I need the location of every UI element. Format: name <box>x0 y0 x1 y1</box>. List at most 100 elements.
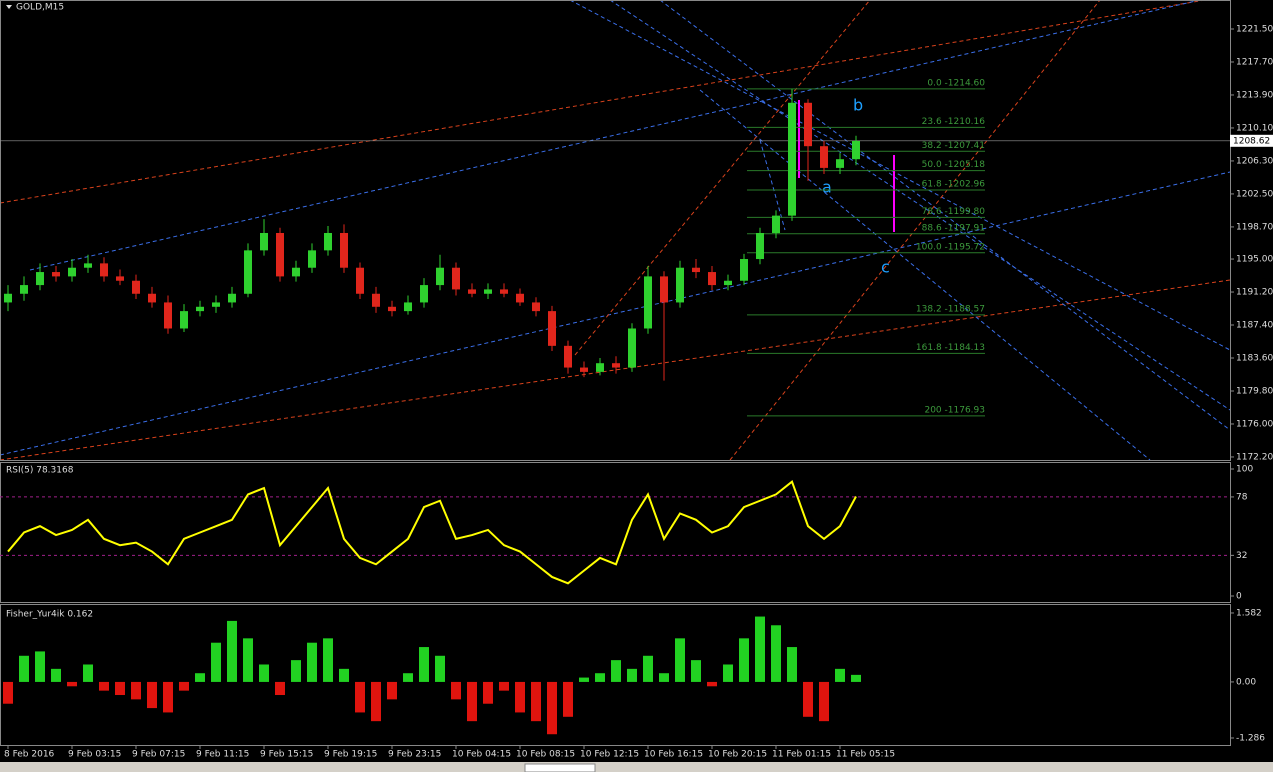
fisher-bar <box>99 681 109 691</box>
symbol-title: GOLD,M15 <box>16 3 64 13</box>
x-tick-label: 11 Feb 05:15 <box>836 750 895 760</box>
candle-body <box>484 289 492 294</box>
fisher-bar <box>131 681 141 700</box>
candle-body <box>468 289 476 294</box>
candle-body <box>356 267 364 294</box>
fisher-bar <box>819 681 829 722</box>
candle-body <box>20 285 28 294</box>
fisher-bar <box>227 620 237 682</box>
fisher-bar <box>387 681 397 700</box>
last-price-box <box>1230 134 1273 147</box>
fisher-bar <box>291 660 301 682</box>
candle-body <box>324 232 332 251</box>
candle-body <box>756 232 764 260</box>
fib-label: 200 -1176.93 <box>924 405 985 415</box>
candle-body <box>628 328 636 368</box>
x-tick-label: 10 Feb 20:15 <box>708 750 767 760</box>
fisher-title: Fisher_Yur4ik 0.162 <box>6 610 93 620</box>
last-price-label: 1208.62 <box>1233 136 1270 146</box>
y-tick-label: 1213.90 <box>1236 90 1273 100</box>
y-tick-label: 1187.40 <box>1236 321 1273 331</box>
x-tick-label: 10 Feb 08:15 <box>516 750 575 760</box>
candle-body <box>292 267 300 277</box>
fisher-bar <box>243 638 253 682</box>
x-tick-label: 10 Feb 12:15 <box>580 750 639 760</box>
fib-label: 38.2 -1207.41 <box>922 141 985 151</box>
candle-body <box>836 159 844 168</box>
candle-body <box>724 280 732 286</box>
candle-body <box>84 263 92 268</box>
trend-line <box>659 0 1231 431</box>
candle-body <box>708 272 716 286</box>
fisher-bar <box>691 660 701 682</box>
fisher-bar <box>195 673 205 682</box>
y-tick-label: 0.00 <box>1236 677 1256 687</box>
fisher-bar <box>83 664 93 682</box>
x-tick-label: 9 Feb 03:15 <box>68 750 121 760</box>
fisher-bar <box>147 681 157 709</box>
rsi-panel <box>0 462 1231 603</box>
candle-body <box>36 272 44 286</box>
x-tick-label: 9 Feb 07:15 <box>132 750 185 760</box>
y-tick-label: -1.286 <box>1236 733 1265 743</box>
candle-body <box>548 311 556 346</box>
candle-body <box>164 302 172 329</box>
fib-label: 161.8 -1184.13 <box>916 343 985 353</box>
candle-body <box>436 267 444 286</box>
candle-body <box>340 232 348 268</box>
fisher-bar <box>707 681 717 687</box>
fisher-bar <box>211 642 221 682</box>
candle-body <box>276 232 284 277</box>
fisher-bar <box>355 681 365 713</box>
fib-label: 138.2 -1188.57 <box>916 304 985 314</box>
fisher-bar <box>115 681 125 696</box>
candle-body <box>644 276 652 329</box>
x-tick-label: 9 Feb 15:15 <box>260 750 313 760</box>
fib-label: 78.6 -1199.80 <box>922 207 986 217</box>
y-tick-label: 1183.60 <box>1236 353 1273 363</box>
candle-body <box>772 215 780 233</box>
fib-label: 50.0 -1205.18 <box>922 160 986 170</box>
candle-body <box>596 363 604 372</box>
y-tick-label: 0 <box>1236 592 1242 602</box>
symbol-menu[interactable] <box>6 5 12 9</box>
candle-body <box>4 293 12 303</box>
fisher-bar <box>259 664 269 682</box>
tab[interactable] <box>524 763 596 772</box>
trend-line <box>609 0 1231 411</box>
candle-body <box>308 250 316 268</box>
y-tick-label: 1191.20 <box>1236 288 1273 298</box>
fisher-bar <box>659 673 669 682</box>
candle-body <box>132 280 140 294</box>
fisher-bar <box>3 681 13 704</box>
fisher-bar <box>467 681 477 722</box>
fisher-bar <box>307 642 317 682</box>
candle-body <box>820 146 828 168</box>
fisher-bar <box>643 655 653 682</box>
y-tick-label: 1221.50 <box>1236 24 1273 34</box>
y-tick-label: 1210.10 <box>1236 123 1273 133</box>
x-tick-label: 9 Feb 23:15 <box>388 750 441 760</box>
x-tick-label: 9 Feb 19:15 <box>324 750 377 760</box>
candle-body <box>532 302 540 312</box>
fisher-bar <box>851 674 861 682</box>
candle-body <box>116 276 124 281</box>
candle-body <box>420 285 428 303</box>
fisher-bar <box>323 638 333 682</box>
candle-body <box>244 250 252 294</box>
fib-label: 88.6 -1197.91 <box>922 223 985 233</box>
fisher-bar <box>371 681 381 722</box>
fisher-bar <box>627 668 637 682</box>
candle-body <box>212 302 220 307</box>
fisher-bar <box>51 668 61 682</box>
candle-body <box>68 267 76 277</box>
x-tick-label: 9 Feb 11:15 <box>196 750 249 760</box>
candle-body <box>388 306 396 312</box>
trend-line <box>699 89 1151 461</box>
fib-label: 23.6 -1210.16 <box>922 117 986 127</box>
fisher-bar <box>547 681 557 735</box>
fisher-bar <box>579 677 589 682</box>
trend-line <box>29 0 1201 271</box>
fisher-bar <box>787 647 797 682</box>
